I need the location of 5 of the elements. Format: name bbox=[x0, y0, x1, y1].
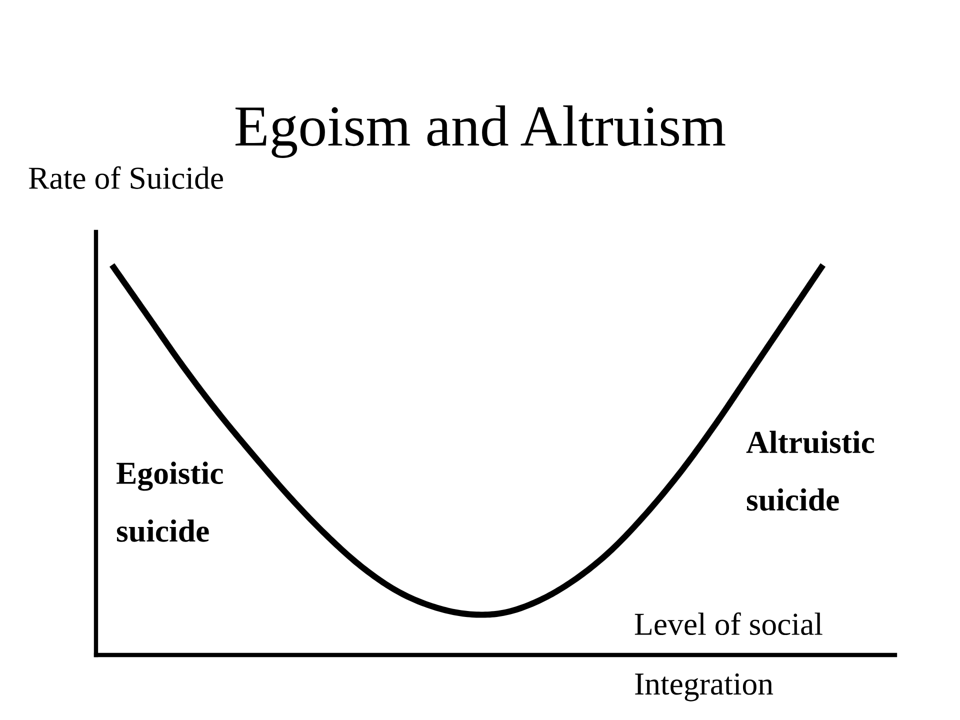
text: Level of social Integration bbox=[634, 612, 822, 702]
y-axis-title: Rate of Suicide bbox=[28, 166, 223, 189]
annotation: Egoistic suicide bbox=[116, 462, 223, 542]
chart-title: Egoism and Altruism bbox=[236, 105, 726, 158]
annotation: Altruistic suicide bbox=[746, 430, 874, 511]
